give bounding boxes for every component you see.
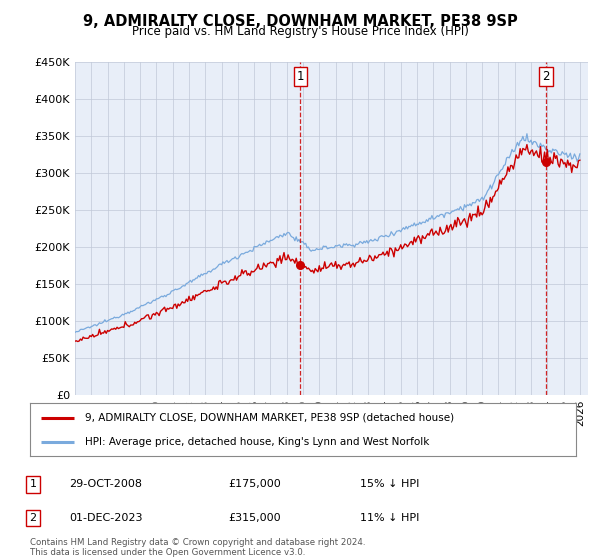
Text: 11% ↓ HPI: 11% ↓ HPI [360,513,419,523]
Text: £175,000: £175,000 [228,479,281,489]
Text: 9, ADMIRALTY CLOSE, DOWNHAM MARKET, PE38 9SP (detached house): 9, ADMIRALTY CLOSE, DOWNHAM MARKET, PE38… [85,413,454,423]
Text: HPI: Average price, detached house, King's Lynn and West Norfolk: HPI: Average price, detached house, King… [85,437,429,447]
Text: Contains HM Land Registry data © Crown copyright and database right 2024.
This d: Contains HM Land Registry data © Crown c… [30,538,365,557]
Text: 01-DEC-2023: 01-DEC-2023 [69,513,143,523]
Text: 15% ↓ HPI: 15% ↓ HPI [360,479,419,489]
Text: Price paid vs. HM Land Registry's House Price Index (HPI): Price paid vs. HM Land Registry's House … [131,25,469,38]
Text: 2: 2 [542,70,550,83]
Text: 29-OCT-2008: 29-OCT-2008 [69,479,142,489]
Text: 9, ADMIRALTY CLOSE, DOWNHAM MARKET, PE38 9SP: 9, ADMIRALTY CLOSE, DOWNHAM MARKET, PE38… [83,14,517,29]
Text: 2: 2 [29,513,37,523]
Text: 1: 1 [296,70,304,83]
Text: £315,000: £315,000 [228,513,281,523]
Text: 1: 1 [29,479,37,489]
